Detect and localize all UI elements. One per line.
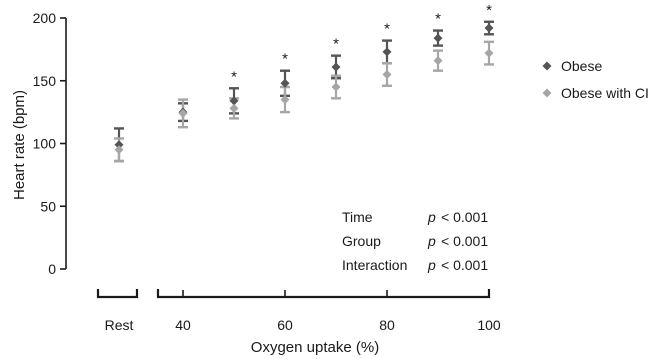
stats-value: < 0.001 [441, 233, 488, 249]
significance-markers: * * * * * * [231, 2, 492, 86]
significance-star: * [333, 36, 339, 53]
data-point [229, 96, 239, 106]
y-axis-label: Heart rate (bpm) [11, 90, 28, 200]
significance-star: * [231, 68, 237, 85]
data-point [484, 23, 494, 33]
x-tick-label: 80 [379, 317, 395, 333]
stats-table: Time p < 0.001 Group p < 0.001 Interaction p < 0… [342, 209, 488, 273]
data-point [382, 47, 392, 57]
y-tick-label: 0 [48, 261, 56, 277]
data-point [280, 78, 290, 88]
y-tick-label: 150 [33, 73, 57, 89]
x-tick-label: 60 [277, 317, 293, 333]
error-bars [114, 20, 494, 163]
data-point [433, 56, 443, 66]
x-axis-line [156, 289, 491, 299]
data-point [382, 69, 392, 79]
stats-p-symbol: p [427, 257, 436, 273]
data-point [433, 33, 443, 43]
stats-p-symbol: p [427, 233, 436, 249]
y-tick-label: 100 [33, 136, 57, 152]
significance-star: * [384, 21, 390, 38]
y-tick-label: 200 [33, 10, 57, 26]
significance-star: * [282, 51, 288, 68]
data-point [229, 103, 239, 113]
significance-star: * [486, 2, 492, 19]
significance-star: * [435, 11, 441, 28]
legend-label: Obese with CI [561, 85, 649, 101]
data-point [280, 95, 290, 105]
stats-value: < 0.001 [441, 257, 488, 273]
x-tick-label: 40 [175, 317, 191, 333]
stats-label: Group [342, 233, 381, 249]
stats-p-symbol: p [427, 209, 436, 225]
data-markers [114, 23, 494, 155]
data-point [178, 108, 188, 118]
legend-marker [542, 88, 552, 98]
axes: 0 50 100 150 200 Rest 40 60 80 100 [33, 10, 501, 333]
data-point [331, 62, 341, 72]
x-axis-rest-bracket [96, 289, 139, 299]
data-point [484, 48, 494, 58]
legend: Obese Obese with CI [542, 58, 649, 101]
x-tick-label: Rest [105, 317, 134, 333]
data-point [331, 82, 341, 92]
y-tick-label: 50 [40, 198, 56, 214]
data-point [114, 140, 124, 150]
stats-value: < 0.001 [441, 209, 488, 225]
x-axis-label: Oxygen uptake (%) [251, 339, 379, 356]
data-point [114, 145, 124, 155]
stats-label: Time [342, 209, 373, 225]
stats-label: Interaction [342, 257, 407, 273]
legend-marker [542, 61, 552, 71]
x-tick-label: 100 [477, 317, 501, 333]
legend-label: Obese [561, 58, 602, 74]
